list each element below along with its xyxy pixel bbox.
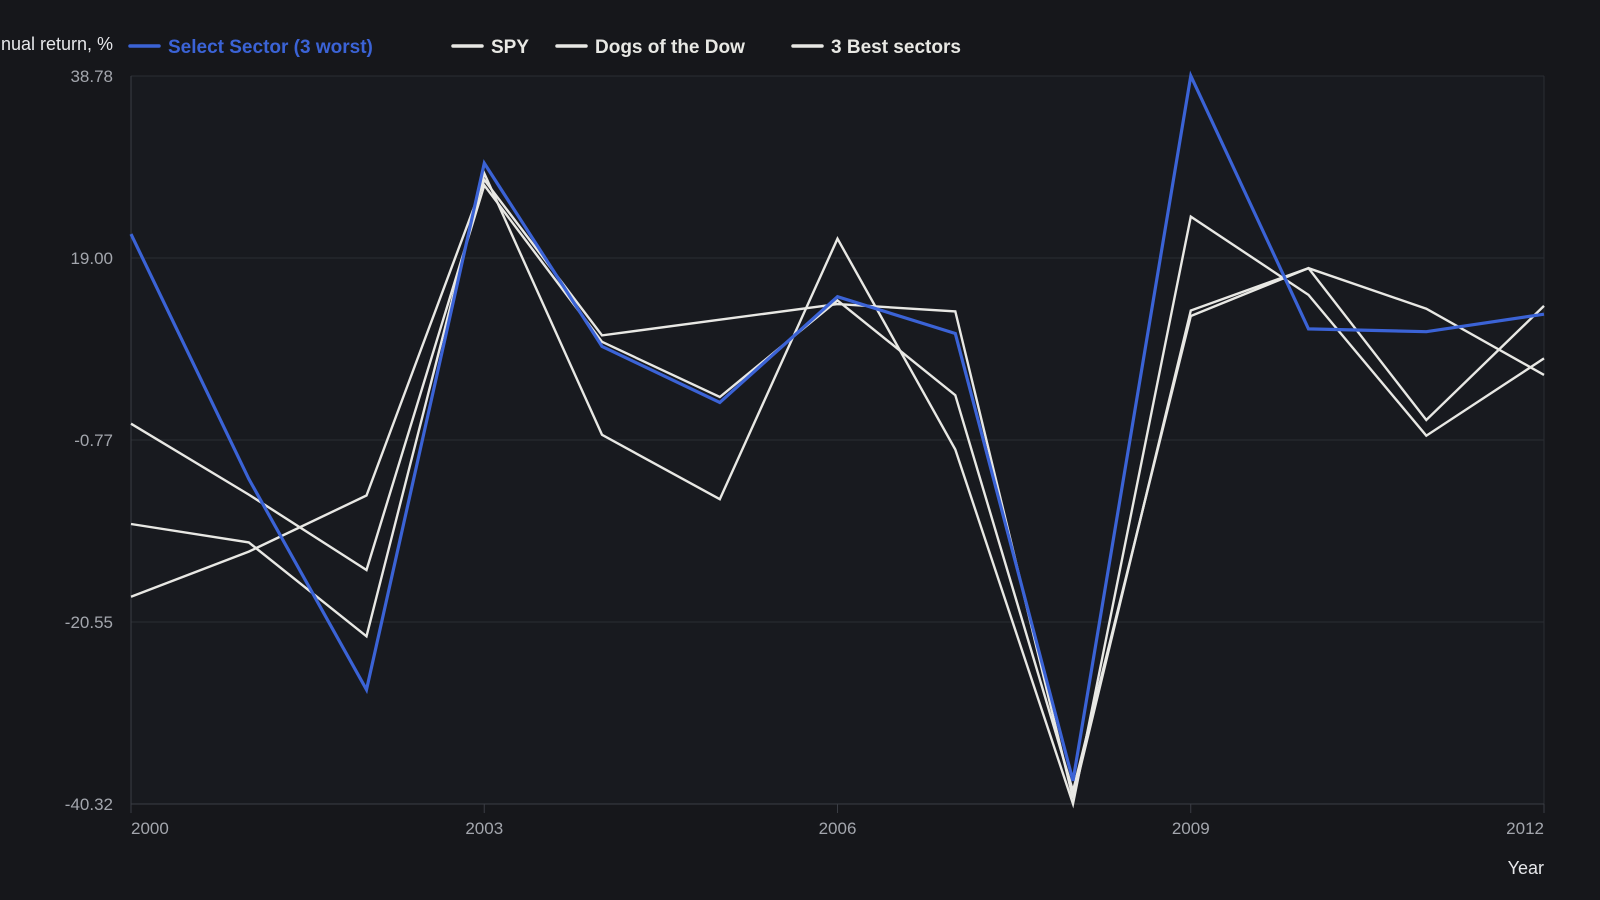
- y-tick-label: 19.00: [70, 249, 113, 268]
- legend-label[interactable]: SPY: [491, 37, 529, 58]
- x-tick-label: 2006: [819, 819, 857, 838]
- x-axis-title: Year: [1508, 858, 1544, 878]
- series-line-1: [130, 169, 1545, 809]
- axes: 38.78 19.00 -0.77 -20.55 -40.32 2000 2003 2006 2…: [65, 67, 1545, 838]
- series-line-0: [129, 70, 1545, 782]
- series-line-2: [130, 182, 1545, 796]
- x-tick-label: 2009: [1172, 819, 1210, 838]
- legend: Select Sector (3 worst) SPY Dogs of the Do…: [128, 37, 961, 58]
- y-tick-label: 38.78: [70, 67, 113, 86]
- y-tick-label: -0.77: [74, 431, 113, 450]
- series-lines: [129, 70, 1545, 809]
- grid-lines: [131, 75, 1544, 805]
- legend-label[interactable]: Select Sector (3 worst): [168, 37, 373, 58]
- legend-label[interactable]: 3 Best sectors: [831, 37, 961, 58]
- x-tick-label: 2012: [1506, 819, 1544, 838]
- x-tick-label: 2003: [465, 819, 503, 838]
- y-tick-label: -40.32: [65, 795, 113, 814]
- x-tick-label: 2000: [131, 819, 169, 838]
- y-tick-label: -20.55: [65, 613, 113, 632]
- legend-label[interactable]: Dogs of the Dow: [595, 37, 745, 58]
- y-axis-title: Annual return, %: [0, 34, 113, 54]
